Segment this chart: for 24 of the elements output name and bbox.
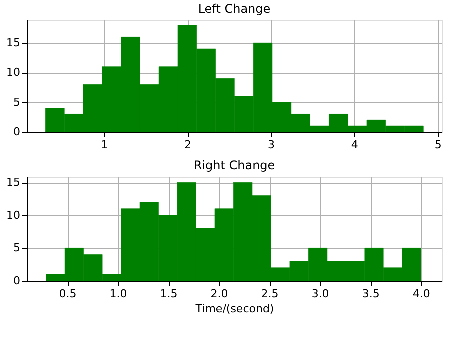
- x-tick-label: 4: [351, 138, 358, 152]
- y-tick-label: 5: [14, 242, 20, 255]
- y-tick-label: 5: [14, 96, 20, 109]
- x-tick-label: 1.5: [160, 288, 178, 300]
- y-tick-label: 15: [6, 36, 20, 50]
- x-tick-label: 3.0: [312, 288, 330, 300]
- x-tick-label: 1: [101, 138, 108, 152]
- x-tick-label: 1.0: [110, 288, 128, 300]
- x-tick-label: 5: [434, 138, 442, 152]
- x-tick-label: 2: [184, 138, 192, 152]
- y-tick-label: 10: [6, 66, 20, 80]
- x-axis-title: Time/(second): [194, 302, 274, 316]
- x-tick-label: 0.5: [59, 288, 77, 300]
- x-tick-label: 4.0: [412, 288, 430, 300]
- y-tick-label: 0: [14, 274, 20, 288]
- x-tick-label: 3: [268, 138, 275, 152]
- y-tick-label: 0: [14, 126, 20, 138]
- chart-title: Left Change: [198, 2, 271, 16]
- y-tick-label: 15: [6, 176, 20, 190]
- x-tick-label: 2.0: [210, 288, 228, 300]
- x-tick-label: 2.5: [261, 288, 279, 300]
- y-tick-label: 10: [6, 208, 20, 222]
- chart-title: Right Change: [194, 158, 276, 173]
- x-tick-label: 3.5: [362, 288, 380, 300]
